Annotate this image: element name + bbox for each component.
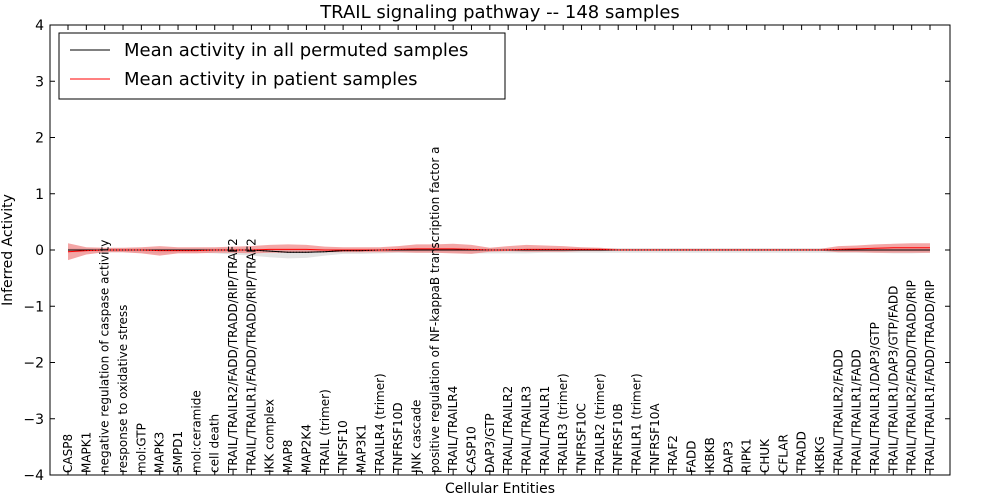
category-label: TRAILR1 (trimer) [630,373,644,474]
category-label: mol:GTP [134,423,148,473]
category-label: cell death [208,414,222,473]
category-label: TNFSF10 [336,420,350,474]
y-tick-label: 2 [35,131,44,147]
legend: Mean activity in all permuted samples Mea… [58,32,506,100]
category-label: TRAIL/TRAILR4 [446,386,460,474]
category-label: TRAILR2 (trimer) [593,373,607,474]
category-label: TNFRSF10D [391,402,405,474]
category-label: DAP3/GTP [483,413,497,473]
y-tick-label: −1 [23,299,44,315]
category-label: TRAIL/TRAILR2 [501,386,515,474]
band-patient [68,243,930,261]
category-label: TNFRSF10B [611,403,625,474]
category-label: SMPD1 [171,431,185,473]
category-label: TRADD [795,431,809,474]
category-label: TRAIL/TRAILR2/FADD [831,349,845,474]
category-label: CASP10 [465,426,479,473]
y-tick-label: 0 [35,243,44,259]
legend-label-patient: Mean activity in patient samples [124,69,418,90]
category-label: TRAIL/TRAILR1/FADD [850,349,864,474]
category-label: CASP8 [61,434,75,473]
category-label: CHUK [758,438,772,473]
category-label: TRAILR4 (trimer) [373,373,387,474]
category-label: TRAIL/TRAILR1/FADD/TRADD/RIP [923,280,937,474]
category-label: TRAIL/TRAILR1 [538,386,552,474]
category-label: TRAIL/TRAILR1/DAP3/GTP/FADD [886,286,900,474]
category-label: FADD [685,441,699,474]
category-label: RIPK1 [740,438,754,473]
y-tick-label: −4 [23,468,44,484]
category-label: TRAIL/TRAILR2/FADD/TRADD/RIP/TRAF2 [226,238,240,474]
category-label: MAP2K4 [299,424,313,473]
y-axis: −4 −3 −2 −1 0 1 2 3 4 [23,18,950,484]
category-label: MAP3K1 [354,424,368,473]
category-label: TRAIL/TRAILR1/FADD/TRADD/RIP/TRAF2 [244,238,258,474]
category-label: DAP3 [721,441,735,473]
category-label: negative regulation of caspase activity [98,240,112,473]
x-axis [67,25,931,475]
x-axis-label: Cellular Entities [445,481,555,497]
category-label: TRAIL/TRAILR1/DAP3/GTP [868,322,882,474]
category-label: TNFRSF10A [648,403,662,474]
legend-label-permuted: Mean activity in all permuted samples [124,40,468,61]
category-label: TRAIL/TRAILR2/FADD/TRADD/RIP [905,280,919,474]
category-label: TRAIL/TRAILR3 [520,386,534,474]
category-label: IKBKB [703,437,717,473]
y-tick-label: 4 [35,18,44,34]
confidence-bands [68,243,930,261]
category-label: response to oxidative stress [116,305,130,473]
category-label: positive regulation of NF-kappaB transcr… [428,147,442,473]
category-label: CFLAR [776,434,790,473]
category-label: TRAF2 [666,435,680,474]
y-tick-label: −3 [23,412,44,428]
category-labels: CASP8 MAPK1 negative regulation of caspase… [61,147,937,474]
category-label: TNFRSF10C [575,403,589,474]
category-label: IKK complex [263,399,277,473]
y-tick-label: −2 [23,356,44,372]
category-label: MAP8 [281,440,295,473]
category-label: TRAILR3 (trimer) [556,373,570,474]
category-label: MAPK3 [153,432,167,473]
category-label: IKBKG [813,436,827,473]
series-lines [67,247,930,253]
category-label: mol:ceramide [189,390,203,473]
y-tick-label: 1 [35,187,44,203]
y-tick-label: 3 [35,74,44,90]
series-line-patient [67,247,930,253]
y-axis-label: Inferred Activity [0,194,16,306]
chart-title: TRAIL signaling pathway -- 148 samples [319,2,680,23]
category-label: JNK cascade [410,400,424,474]
category-label: MAPK1 [79,432,93,473]
category-label: TRAIL (trimer) [318,389,332,474]
legend-box [58,32,506,100]
